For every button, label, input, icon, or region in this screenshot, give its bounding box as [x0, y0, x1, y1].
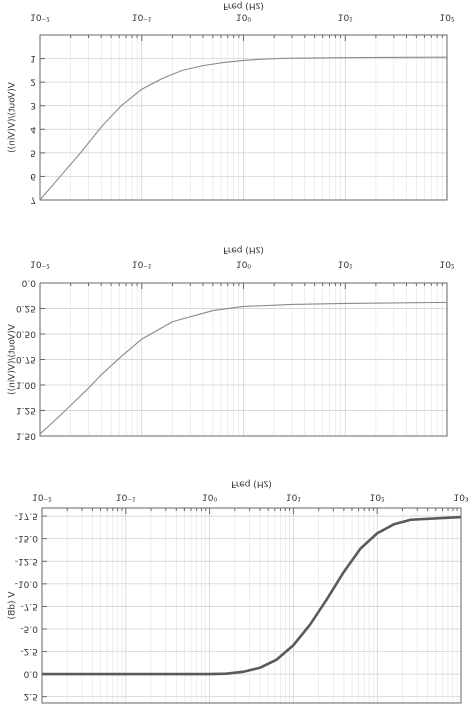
y-tick-label: 1.25: [16, 405, 36, 415]
x-tick-label: 10²: [439, 12, 454, 22]
y-tick-label: 6: [30, 171, 36, 181]
y-tick-label: -10.0: [15, 578, 39, 588]
x-tick-label: 10⁻²: [32, 492, 52, 502]
y-tick-label: 0.50: [16, 329, 36, 339]
x-tick-label: 10⁰: [202, 492, 217, 502]
y-tick-label: 3: [30, 100, 36, 110]
y-tick-label: 2.5: [24, 691, 38, 701]
y-axis-label: V(Vout)/(V(Vin)): [8, 324, 18, 395]
y-tick-label: -15.0: [15, 533, 39, 543]
y-tick-label: 1: [30, 53, 36, 63]
y-axis-label: V(Vout)/(V(Vin)): [8, 82, 18, 153]
y-tick-label: 5: [30, 147, 36, 157]
chart-panel: 10⁻² 10⁻¹ 10⁰ 10¹ 10² 1 2 3 4 5 6 7 Freq (Hz) V(Vout)…: [8, 1, 455, 205]
y-tick-label: 1.00: [16, 380, 36, 390]
y-axis-label: V (dB): [8, 592, 18, 620]
y-tick-label: -12.5: [15, 556, 38, 566]
x-tick-label: 10¹: [286, 492, 301, 502]
y-tick-label: -17.5: [15, 511, 38, 521]
y-tick-label: 0.0: [22, 278, 37, 288]
y-tick-label: -7.5: [20, 601, 38, 611]
y-tick-label: -5.0: [20, 623, 38, 633]
y-tick-label: -2.5: [20, 646, 38, 656]
x-tick-label: 10⁰: [236, 12, 251, 22]
chart-panel: 10⁻² 10⁻¹ 10⁰ 10¹ 10² 0.0 0.25 0.50 0.75 1.00 1.25…: [8, 245, 455, 441]
x-tick-label: 10¹: [338, 259, 353, 269]
x-tick-label: 10³: [453, 492, 468, 502]
data-line: [42, 515, 462, 676]
x-tick-label: 10⁻²: [30, 12, 50, 22]
data-line: [39, 301, 448, 435]
plot-frame: [41, 507, 462, 704]
chart-panel: 10⁻² 10⁻¹ 10⁰ 10¹ 10² 10³ -17.5 -15.0 -12.5 -10.0…: [8, 479, 469, 704]
y-tick-label: 7: [30, 195, 36, 205]
x-tick-label: 10²: [439, 259, 454, 269]
x-tick-label: 10¹: [338, 12, 353, 22]
y-tick-label: 2: [30, 77, 36, 87]
x-tick-label: 10⁻²: [30, 259, 50, 269]
data-line: [39, 56, 448, 201]
x-axis-label: Freq (Hz): [223, 245, 264, 255]
x-tick-label: 10⁻¹: [116, 492, 136, 502]
plot-frame: [39, 34, 448, 201]
x-axis-label: Freq (Hz): [231, 479, 272, 489]
x-tick-label: 10⁰: [236, 259, 251, 269]
y-tick-label: 0.75: [16, 354, 36, 364]
x-tick-label: 10⁻¹: [132, 12, 152, 22]
x-tick-label: 10²: [370, 492, 385, 502]
y-tick-label: 0.25: [16, 303, 36, 313]
x-tick-label: 10⁻¹: [132, 259, 152, 269]
plot-frame: [39, 282, 448, 437]
y-tick-label: 4: [30, 124, 36, 134]
y-tick-label: 0.0: [24, 669, 39, 679]
y-tick-label: 1.50: [16, 431, 36, 441]
x-axis-label: Freq (Hz): [223, 1, 264, 11]
